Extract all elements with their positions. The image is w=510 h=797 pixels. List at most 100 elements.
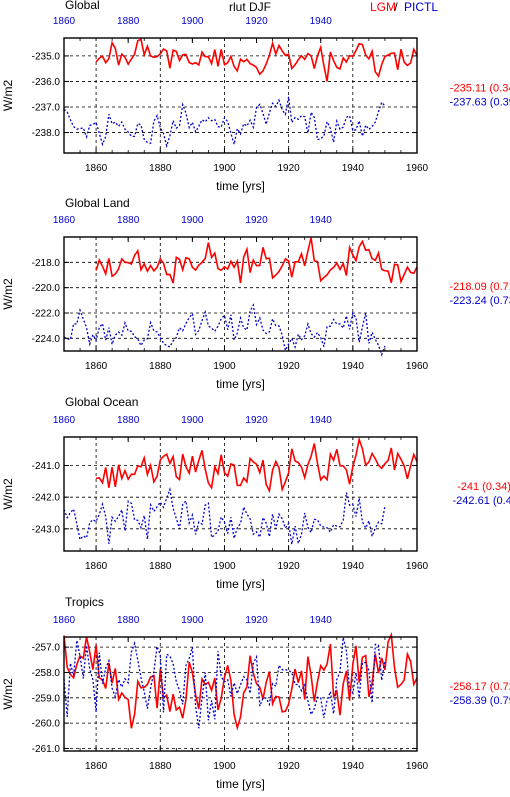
x-tick-label: 1860 xyxy=(85,761,108,772)
stat-label-pictl: -237.63 (0.39) xyxy=(449,97,510,109)
x-axis-label: time [yrs] xyxy=(216,377,265,391)
x-axis-label: time [yrs] xyxy=(216,179,265,193)
x-tick-label: 1960 xyxy=(406,761,429,772)
x-tick-label: 1920 xyxy=(278,561,301,572)
x-tick-label: 1960 xyxy=(406,163,429,174)
series-line-pictl xyxy=(63,637,386,729)
x-tick-label: 1940 xyxy=(342,361,365,372)
x-tick-label: 1920 xyxy=(278,163,301,174)
y-tick-label: -257.0 xyxy=(32,643,61,654)
figure-title: rlut DJF xyxy=(229,0,271,14)
stat-label-pictl: -258.39 (0.79) xyxy=(449,695,510,707)
x-top-tick-label: 1860 xyxy=(53,615,76,626)
y-tick-label: -261.0 xyxy=(32,744,61,755)
y-tick-label: -235.0 xyxy=(32,51,61,62)
x-axis-label: time [yrs] xyxy=(216,577,265,591)
x-top-tick-label: 1920 xyxy=(245,415,268,426)
x-tick-label: 1860 xyxy=(85,361,108,372)
x-top-tick-label: 1940 xyxy=(310,415,333,426)
plot-frame xyxy=(63,636,418,752)
y-tick-label: -258.0 xyxy=(32,668,61,679)
stat-label-lgm: -218.09 (0.71) xyxy=(449,281,510,293)
panel-title: Tropics xyxy=(65,595,104,609)
panel-title: Global Ocean xyxy=(65,395,138,409)
x-tick-label: 1860 xyxy=(85,163,108,174)
series-line-pictl xyxy=(63,487,386,547)
x-top-tick-label: 1940 xyxy=(310,615,333,626)
legend-lgm-label: LGM xyxy=(370,0,396,14)
series-line-lgm xyxy=(95,237,418,285)
x-tick-label: 1960 xyxy=(406,361,429,372)
x-top-tick-label: 1880 xyxy=(117,215,140,226)
x-top-tick-label: 1920 xyxy=(245,615,268,626)
y-tick-label: -238.0 xyxy=(32,128,61,139)
y-tick-label: -237.0 xyxy=(32,103,61,114)
panel-tropics: Tropics 1860 1880 1900 1920 1940 1960 1860 1880 1… xyxy=(1,595,510,791)
y-tick-label: -243.0 xyxy=(32,524,61,535)
x-tick-label: 1880 xyxy=(149,361,172,372)
x-top-tick-label: 1900 xyxy=(181,215,204,226)
stat-label-lgm: -241 (0.34) xyxy=(457,481,510,493)
x-top-tick-label: 1880 xyxy=(117,16,140,27)
x-top-tick-label: 1880 xyxy=(117,415,140,426)
y-tick-label: -236.0 xyxy=(32,77,61,88)
series-line-lgm xyxy=(96,436,418,494)
y-axis-label: W/m2 xyxy=(1,80,15,112)
x-top-tick-label: 1860 xyxy=(53,215,76,226)
y-axis-label: W/m2 xyxy=(1,478,15,510)
series-line-pictl xyxy=(63,96,386,149)
x-tick-label: 1940 xyxy=(342,163,365,174)
y-tick-label: -242.0 xyxy=(32,493,61,504)
y-axis-label: W/m2 xyxy=(1,678,15,710)
y-tick-label: -222.0 xyxy=(32,309,61,320)
series-line-pictl xyxy=(63,303,386,357)
x-tick-label: 1900 xyxy=(213,561,236,572)
y-tick-label: -220.0 xyxy=(32,283,61,294)
series-line-lgm xyxy=(95,38,418,82)
x-tick-label: 1920 xyxy=(278,361,301,372)
x-tick-label: 1940 xyxy=(342,761,365,772)
stat-label-lgm: -258.17 (0.72) xyxy=(449,681,510,693)
x-tick-label: 1860 xyxy=(85,561,108,572)
x-top-tick-label: 1920 xyxy=(245,16,268,27)
x-top-tick-label: 1860 xyxy=(53,415,76,426)
legend-separator: / xyxy=(391,0,401,14)
x-top-tick-label: 1940 xyxy=(310,215,333,226)
stat-label-pictl: -242.61 (0.4) xyxy=(453,495,510,507)
x-top-tick-label: 1880 xyxy=(117,615,140,626)
x-tick-label: 1920 xyxy=(278,761,301,772)
legend-pictl-label: PICTL xyxy=(404,0,438,14)
x-top-tick-label: 1900 xyxy=(181,16,204,27)
panel-global-ocean: Global Ocean 1860 1880 1900 1920 1940 1960 1860… xyxy=(1,395,510,591)
y-tick-label: -224.0 xyxy=(32,334,61,345)
panel-global-land: Global Land 1860 1880 1900 1920 1940 1960 1860 1… xyxy=(1,196,510,391)
x-tick-label: 1880 xyxy=(149,561,172,572)
series-line-lgm xyxy=(63,631,418,731)
x-top-tick-label: 1900 xyxy=(181,415,204,426)
x-tick-label: 1900 xyxy=(213,163,236,174)
y-axis-label: W/m2 xyxy=(1,278,15,310)
x-tick-label: 1940 xyxy=(342,561,365,572)
panel-global: Global 1860 1880 1900 1920 1940 1960 1860 1880 19… xyxy=(1,0,510,193)
x-top-tick-label: 1940 xyxy=(310,16,333,27)
x-tick-label: 1900 xyxy=(213,761,236,772)
x-axis-label: time [yrs] xyxy=(216,777,265,791)
x-top-tick-label: 1860 xyxy=(53,16,76,27)
y-tick-label: -218.0 xyxy=(32,258,61,269)
stat-label-pictl: -223.24 (0.73) xyxy=(449,295,510,307)
panel-title: Global Land xyxy=(65,196,130,210)
y-tick-label: -259.0 xyxy=(32,693,61,704)
x-top-tick-label: 1900 xyxy=(181,615,204,626)
x-tick-label: 1880 xyxy=(149,163,172,174)
x-tick-label: 1900 xyxy=(213,361,236,372)
figure-header: rlut DJF LGM / PICTL xyxy=(229,0,438,14)
x-tick-label: 1880 xyxy=(149,761,172,772)
x-top-tick-label: 1920 xyxy=(245,215,268,226)
y-tick-label: -241.0 xyxy=(32,461,61,472)
panel-title: Global xyxy=(65,0,100,12)
y-tick-label: -260.0 xyxy=(32,719,61,730)
stat-label-lgm: -235.11 (0.34) xyxy=(450,83,510,95)
x-tick-label: 1960 xyxy=(406,561,429,572)
